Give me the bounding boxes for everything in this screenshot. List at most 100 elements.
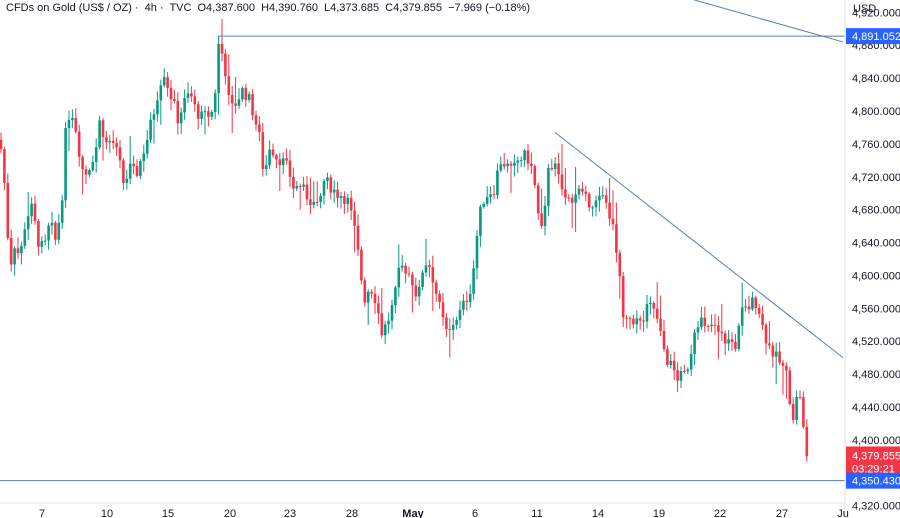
candle-body [152,114,156,120]
symbol-name[interactable]: CFDs on Gold (US$ / OZ) [6,2,132,14]
candle-body [383,324,387,336]
candle [339,191,343,209]
candle [536,182,540,220]
y-tick-label: 4,640.000 [852,238,900,250]
candle [275,153,278,169]
candle [754,295,758,315]
candle [601,186,605,199]
candle [292,167,295,199]
candle [319,192,322,209]
candle-body [40,241,44,247]
candle-body [132,163,135,167]
candle [696,320,700,340]
candle [414,277,418,302]
candle [366,289,370,325]
y-tick-label: 4,560.000 [852,303,900,315]
candle-body [145,139,149,154]
candle-body [720,331,724,334]
candle [139,159,142,180]
candle-body [210,111,214,117]
candle [458,300,462,329]
candle-body [448,329,452,331]
x-tick-label: 11 [531,508,542,518]
interval-label[interactable]: 4h [144,2,157,14]
candle-body [526,150,530,164]
candle [115,137,118,156]
candle-body [20,245,23,254]
candle-body [798,396,802,398]
candle [200,105,203,125]
candle [64,121,67,208]
candle-body [275,155,278,160]
x-tick-label: 7 [39,508,45,518]
x-tick-label: 15 [162,508,174,518]
candle-body [288,160,292,177]
candle-body [574,194,577,203]
candle [241,86,244,103]
candle-body [465,300,469,303]
candle-body [356,225,360,250]
candle [662,319,666,352]
candle [710,314,713,333]
candle [543,196,547,236]
candle-body [394,287,397,306]
candle-body [353,210,356,226]
candle [615,202,618,263]
candle-body [723,333,727,344]
candle [343,191,346,214]
candle-body [258,124,261,133]
x-tick-label: May [402,508,424,518]
source-label: TVC [169,2,192,14]
candle [26,192,30,241]
candle-body [598,195,601,201]
candle-body [251,94,254,116]
candle [499,156,503,173]
candle [761,305,764,330]
candle [700,306,703,330]
candle [77,124,81,167]
candle-body [421,272,424,287]
candle-body [315,201,319,203]
candle-body [0,139,3,150]
candle [315,181,319,206]
candle [193,89,197,112]
candle-body [271,149,275,156]
candle-body [23,229,27,246]
candle-body [652,303,656,309]
candle-body [57,222,61,240]
candle [751,291,754,312]
candle [645,294,649,329]
candle-body [751,297,754,310]
currency-label[interactable]: USD [853,3,877,15]
y-tick-label: 4,400.000 [852,435,900,447]
candles [0,18,809,462]
candle-body [264,165,268,169]
candle-body [713,324,717,326]
candle-body [764,324,768,344]
candle [360,246,363,285]
candle [506,159,509,173]
candle-body [234,103,237,106]
candle [312,181,316,209]
candle [591,205,594,217]
candle-body [125,178,129,183]
high-value: H4,390.760 [261,2,318,14]
candle-body [550,167,554,170]
candle [455,316,458,330]
candle-body [247,94,251,100]
candle-body [183,97,186,113]
candle [628,316,632,330]
candle-body [329,177,333,193]
candle [468,284,472,308]
candle [764,322,768,355]
candle [689,344,693,377]
candle-body [101,120,105,138]
candle-body [237,99,241,106]
candle-body [428,265,431,267]
candle-body [220,43,224,54]
candle [132,155,135,175]
candle-body [298,186,302,188]
candle-body [581,188,584,192]
